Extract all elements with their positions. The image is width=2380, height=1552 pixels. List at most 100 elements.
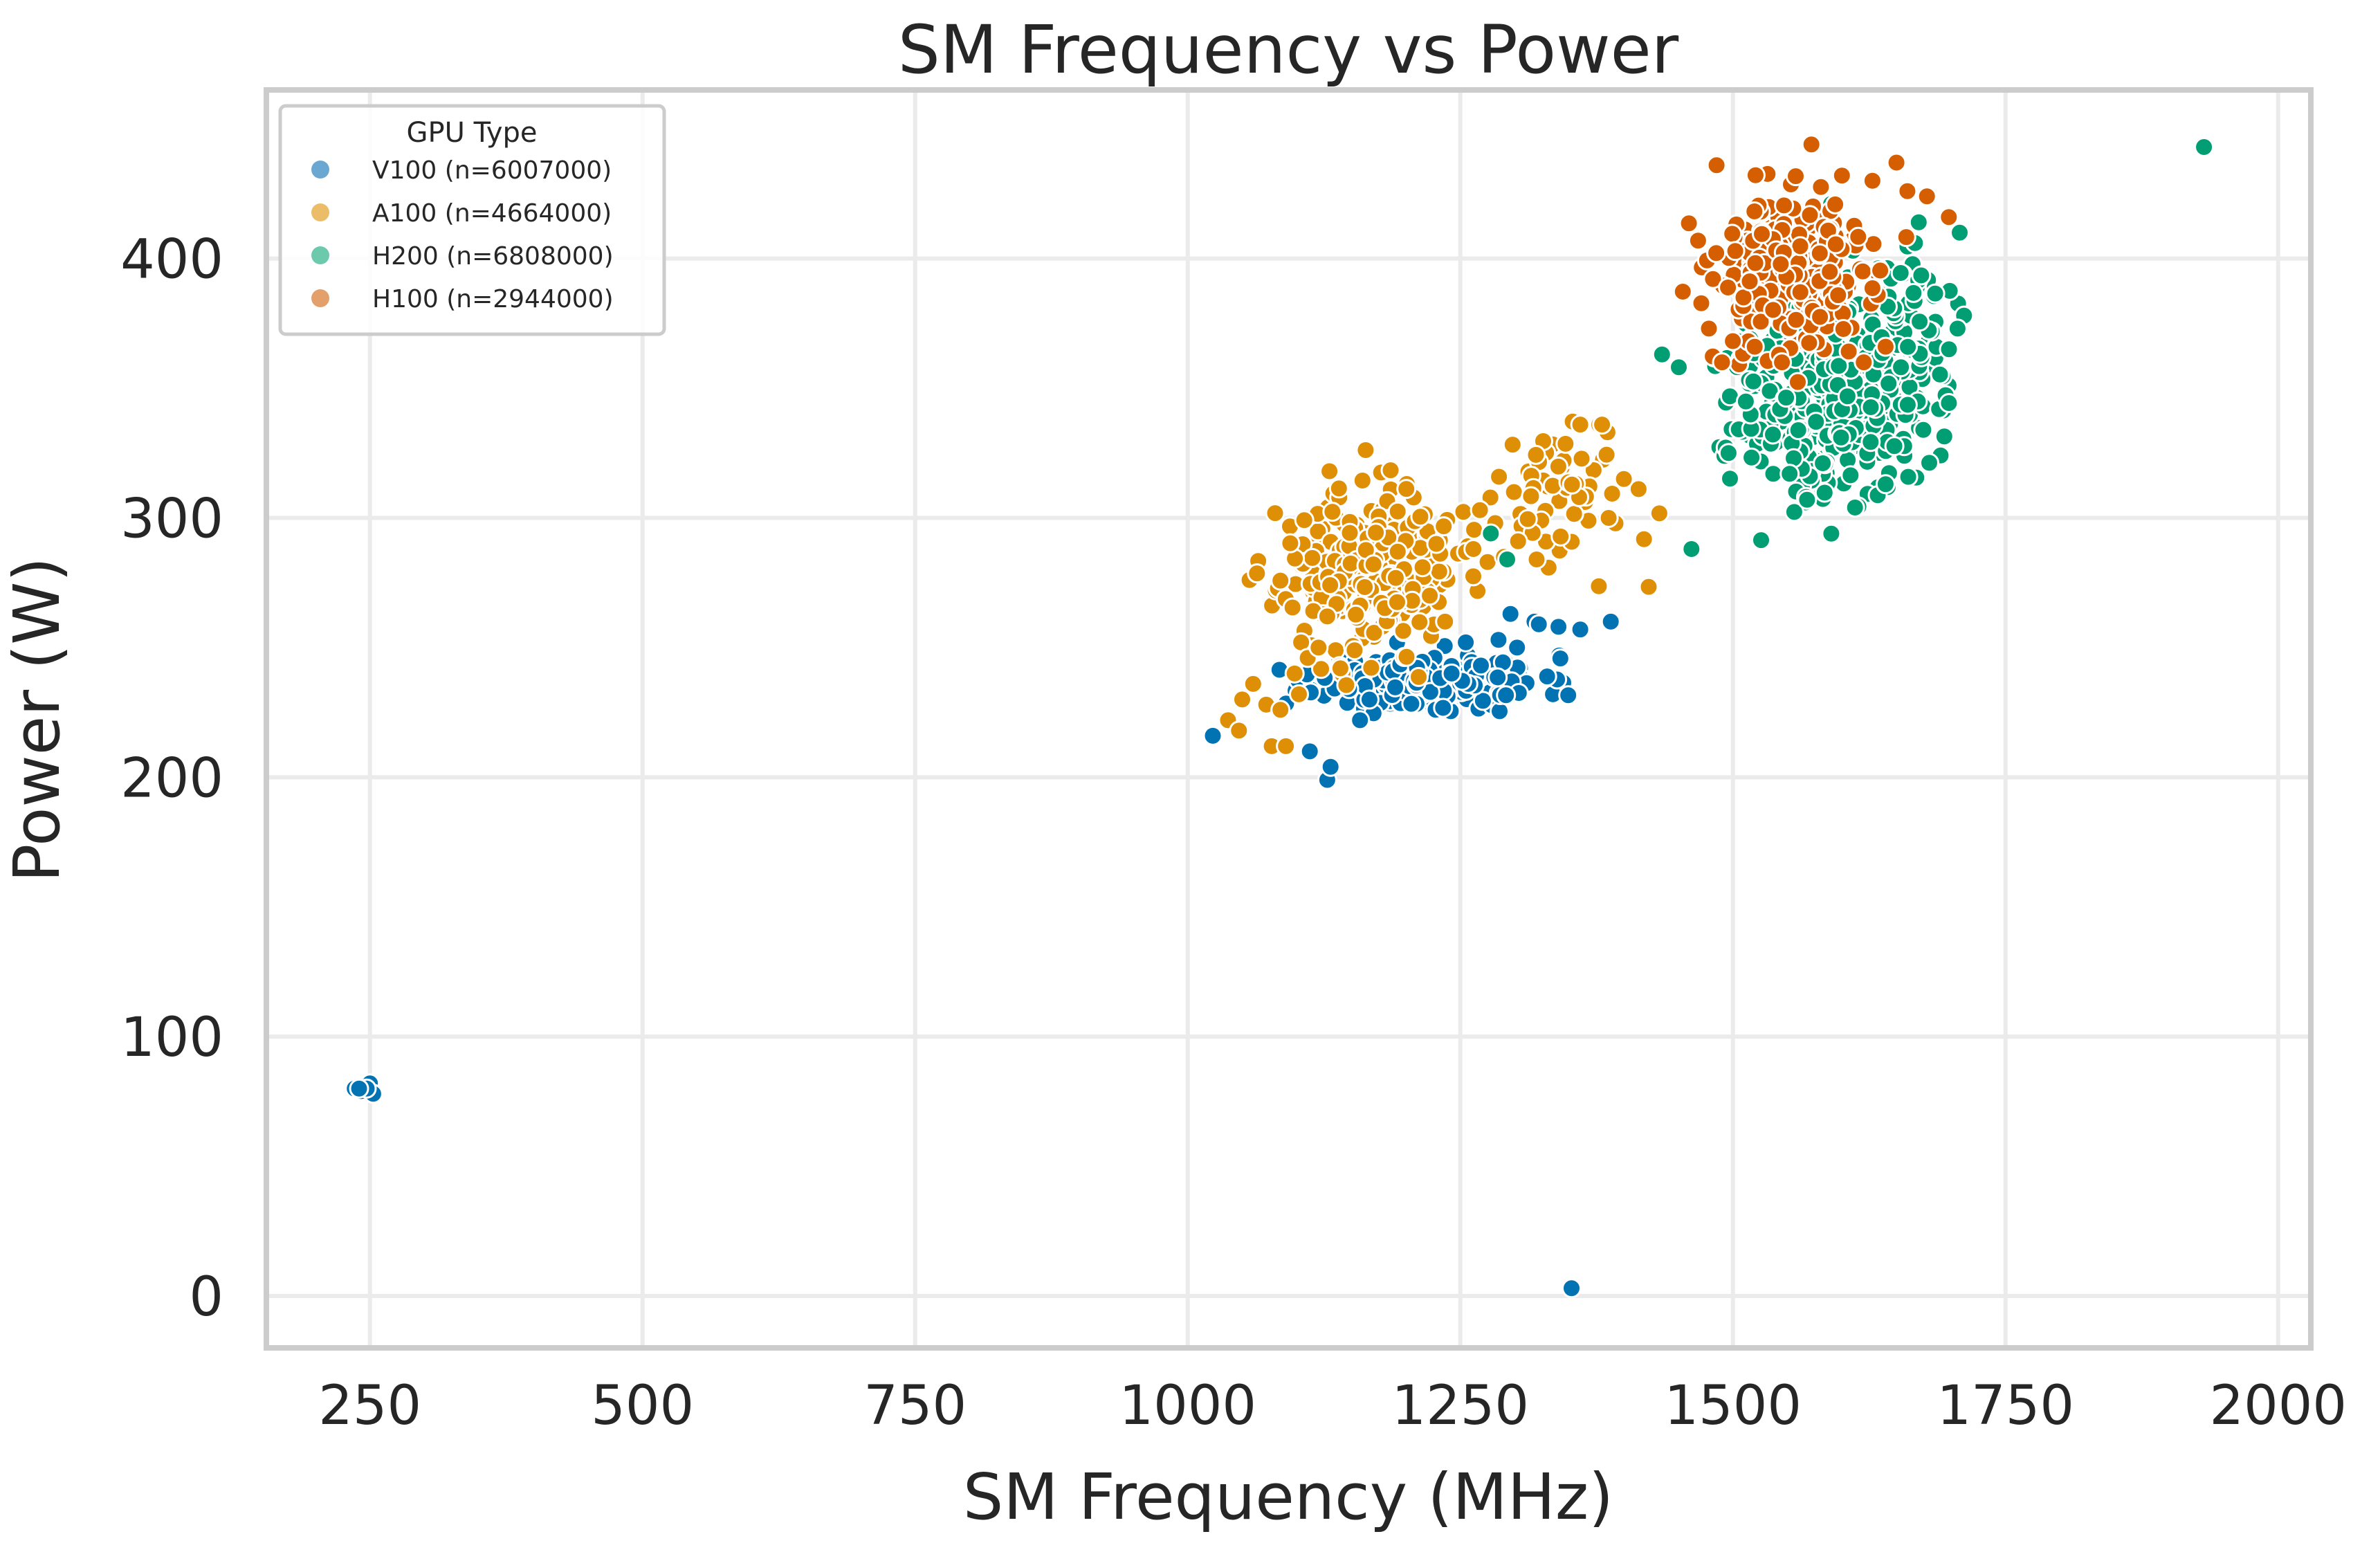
point-v100 — [1488, 667, 1508, 688]
point-h100 — [1809, 243, 1830, 264]
point-a100 — [1284, 663, 1305, 684]
legend-marker — [311, 246, 329, 264]
point-h100 — [1801, 134, 1822, 155]
legend-marker — [311, 203, 329, 221]
point-h100 — [1739, 271, 1760, 292]
point-h200 — [1784, 502, 1804, 522]
point-a100 — [1562, 474, 1582, 495]
x-tick-label: 500 — [591, 1375, 694, 1437]
point-v100 — [1600, 611, 1621, 632]
point-a100 — [1393, 621, 1413, 641]
point-h200 — [2194, 137, 2215, 157]
point-h200 — [1776, 387, 1797, 408]
point-v100 — [1500, 603, 1521, 624]
point-h100 — [1725, 241, 1746, 262]
point-a100 — [1280, 533, 1301, 554]
point-a100 — [1387, 501, 1408, 522]
point-h100 — [1862, 278, 1883, 298]
series-h100 — [1672, 134, 1959, 392]
point-a100 — [1633, 529, 1654, 549]
point-h100 — [1852, 261, 1873, 282]
point-v100 — [1471, 655, 1491, 676]
point-a100 — [1649, 503, 1669, 524]
point-h200 — [1763, 424, 1783, 445]
point-h200 — [1913, 419, 1934, 440]
point-v100 — [1202, 725, 1223, 746]
legend: GPU Type V100 (n=6007000) A100 (n=4664000… — [278, 104, 666, 336]
point-a100 — [1387, 541, 1408, 562]
point-a100 — [1339, 522, 1360, 543]
point-h100 — [1825, 234, 1846, 255]
point-h200 — [1718, 443, 1739, 464]
point-a100 — [1409, 612, 1430, 632]
point-h100 — [1825, 194, 1846, 214]
point-a100 — [1232, 689, 1252, 710]
legend-item-a100: A100 (n=4664000) — [311, 199, 612, 228]
point-a100 — [1613, 468, 1634, 489]
y-tick-label: 200 — [120, 747, 223, 810]
point-a100 — [1602, 484, 1622, 504]
point-v100 — [1507, 637, 1528, 658]
point-a100 — [1463, 566, 1483, 587]
point-h200 — [1898, 466, 1919, 487]
point-a100 — [1409, 666, 1429, 687]
point-v100 — [1420, 682, 1440, 702]
point-a100 — [1294, 510, 1315, 531]
point-a100 — [1550, 526, 1571, 547]
point-h200 — [1878, 373, 1899, 394]
point-h100 — [1691, 293, 1712, 313]
point-a100 — [1361, 657, 1382, 678]
point-h200 — [1910, 311, 1930, 332]
point-h200 — [1797, 489, 1818, 510]
point-h100 — [1810, 307, 1831, 327]
legend-label: A100 (n=4664000) — [372, 199, 612, 228]
point-h100 — [1723, 331, 1743, 352]
point-a100 — [1435, 611, 1456, 632]
point-v100 — [1496, 685, 1517, 706]
point-v100 — [1350, 710, 1371, 731]
point-h100 — [1786, 166, 1806, 187]
point-a100 — [1517, 509, 1538, 529]
point-h100 — [1838, 341, 1859, 362]
legend-title: GPU Type — [407, 117, 538, 149]
point-a100 — [1434, 516, 1454, 537]
point-v100 — [1299, 741, 1320, 762]
point-h100 — [1896, 227, 1916, 248]
point-a100 — [1317, 606, 1337, 627]
point-a100 — [1364, 623, 1384, 643]
point-h100 — [1699, 318, 1719, 339]
point-h200 — [1813, 453, 1833, 473]
point-h200 — [1891, 357, 1912, 378]
point-a100 — [1282, 597, 1303, 618]
point-h100 — [1790, 282, 1811, 302]
point-v100 — [1550, 648, 1571, 669]
legend-item-h100: H100 (n=2944000) — [311, 285, 614, 313]
y-axis-ticks: 0 100 200 300 400 — [120, 229, 223, 1329]
point-a100 — [1302, 547, 1323, 568]
point-h200 — [1898, 336, 1919, 357]
point-h100 — [1811, 176, 1831, 197]
x-tick-label: 1500 — [1664, 1375, 1802, 1437]
point-h100 — [1875, 336, 1896, 357]
point-a100 — [1328, 478, 1349, 499]
point-a100 — [1319, 461, 1340, 482]
point-h100 — [1770, 254, 1791, 275]
point-h200 — [1481, 523, 1501, 544]
point-h100 — [1745, 253, 1766, 273]
point-h200 — [1806, 412, 1827, 432]
point-a100 — [1396, 479, 1417, 500]
point-h200 — [1763, 464, 1784, 484]
point-h100 — [1862, 170, 1883, 191]
point-a100 — [1366, 522, 1386, 543]
point-a100 — [1363, 554, 1384, 575]
x-tick-label: 250 — [318, 1375, 421, 1437]
point-a100 — [1344, 640, 1365, 661]
point-h100 — [1672, 282, 1693, 302]
point-a100 — [1464, 520, 1485, 540]
point-v100 — [1385, 677, 1406, 697]
point-a100 — [1289, 684, 1309, 704]
point-h200 — [1890, 263, 1911, 283]
point-v100 — [349, 1078, 369, 1099]
point-h100 — [1772, 352, 1793, 373]
